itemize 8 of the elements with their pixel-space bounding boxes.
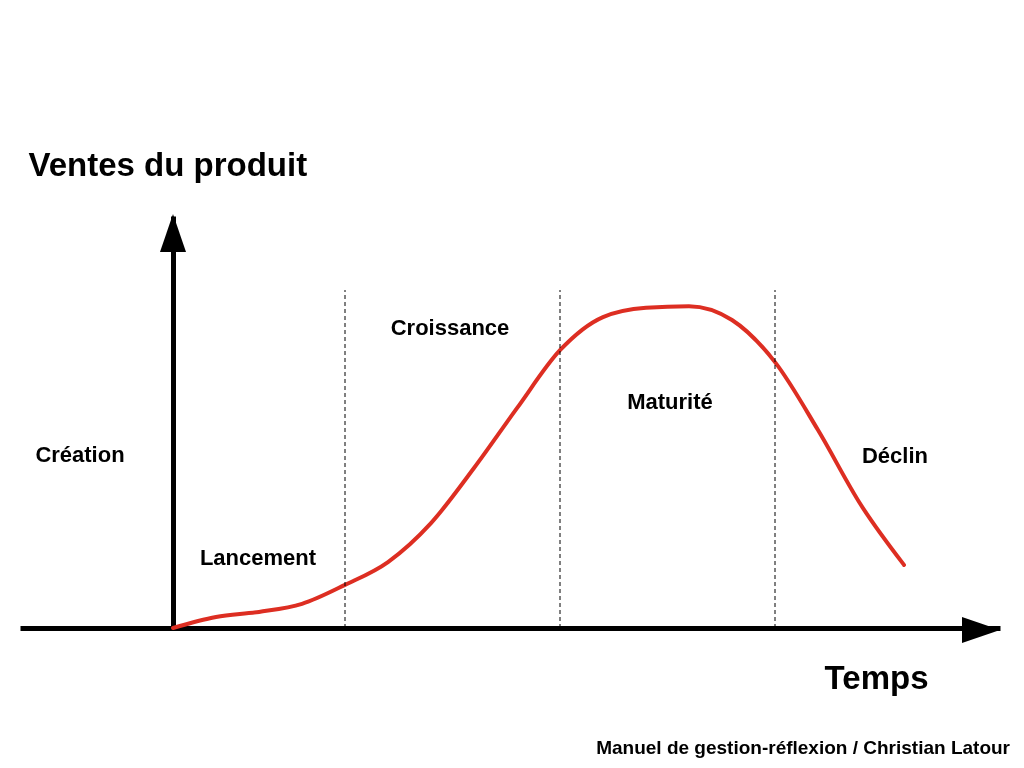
x-axis-title: Temps [824,658,929,696]
annotation: Déclin [861,443,929,468]
text: Création [35,442,125,467]
annotation: Croissance [390,315,510,340]
text: Manuel de gestion-réflexion / Christian Latour [596,737,1011,758]
y-axis-title: Ventes du produit [28,145,308,183]
annotation: Lancement [199,545,317,570]
annotation: Maturité [627,389,713,414]
